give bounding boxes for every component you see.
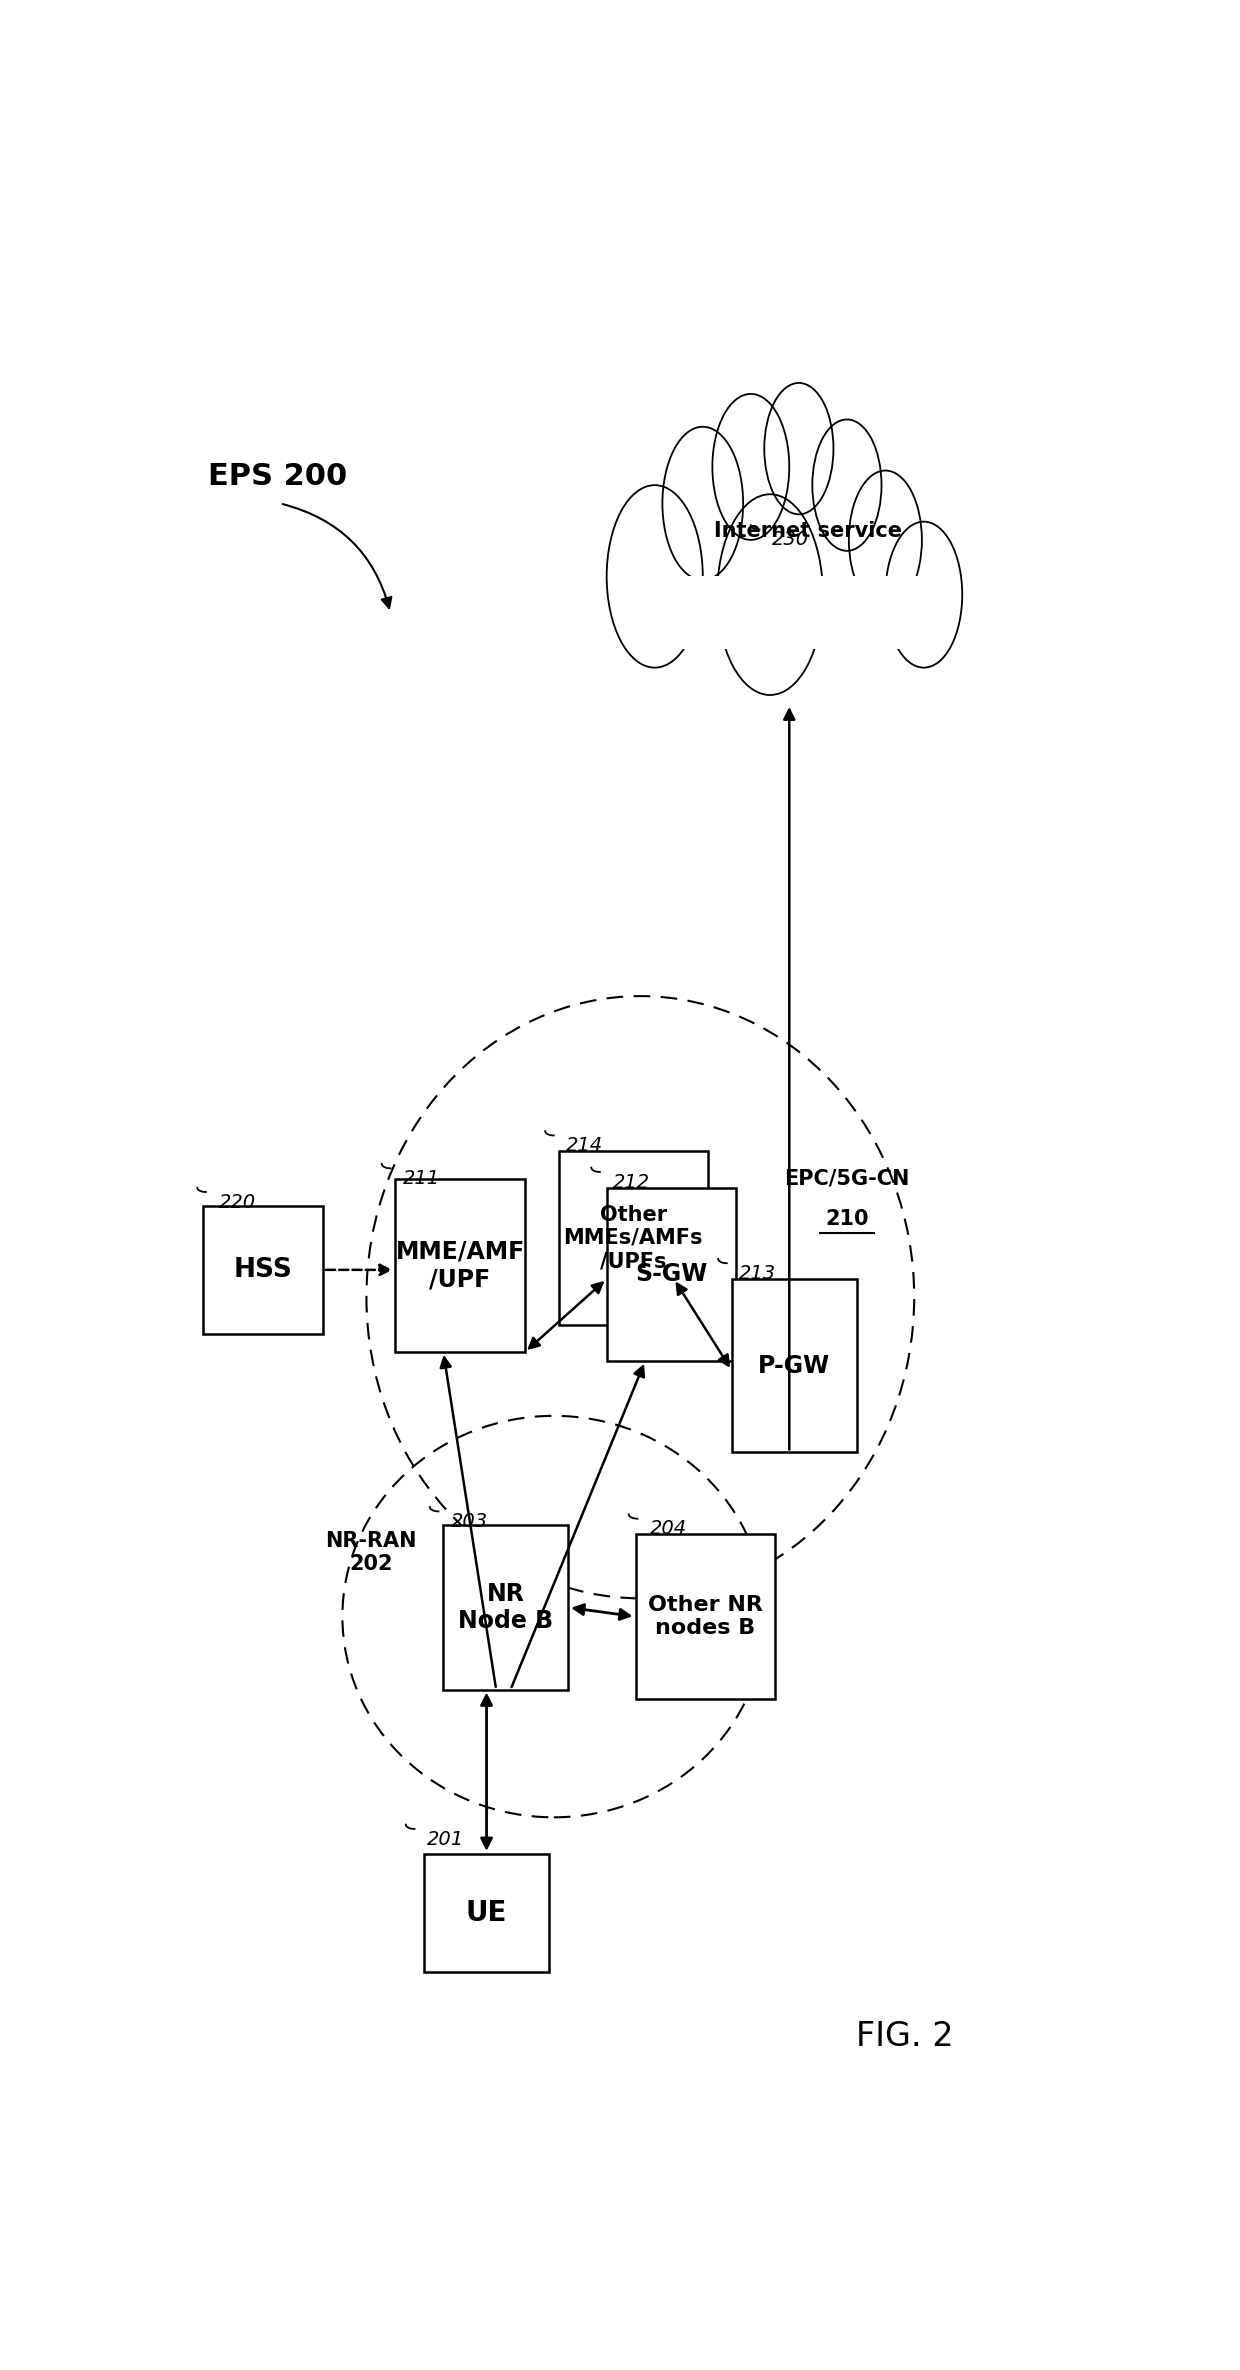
Text: Other
MMEs/AMFs
/UPFs: Other MMEs/AMFs /UPFs [563, 1204, 703, 1270]
Text: EPS 200: EPS 200 [208, 462, 347, 491]
Text: 210: 210 [825, 1209, 869, 1228]
Text: UE: UE [466, 1898, 507, 1927]
Circle shape [764, 384, 833, 514]
Text: FIG. 2: FIG. 2 [856, 2019, 954, 2052]
Text: 220: 220 [218, 1192, 255, 1211]
Text: 203: 203 [451, 1512, 489, 1531]
FancyBboxPatch shape [396, 1178, 525, 1351]
Text: NR
Node B: NR Node B [459, 1581, 553, 1633]
Text: NR-RAN
202: NR-RAN 202 [325, 1531, 417, 1574]
FancyBboxPatch shape [558, 1152, 708, 1325]
FancyBboxPatch shape [606, 1187, 737, 1360]
Text: 213: 213 [739, 1263, 776, 1282]
Circle shape [812, 419, 882, 550]
FancyBboxPatch shape [635, 1533, 775, 1699]
FancyBboxPatch shape [732, 1280, 857, 1453]
Text: 230: 230 [773, 531, 808, 550]
Text: Other NR
nodes B: Other NR nodes B [647, 1595, 763, 1638]
Text: Internet service: Internet service [714, 521, 903, 540]
Circle shape [717, 495, 823, 694]
Text: 204: 204 [650, 1519, 687, 1538]
Circle shape [662, 427, 743, 581]
FancyBboxPatch shape [645, 576, 934, 649]
Circle shape [885, 521, 962, 668]
Circle shape [849, 472, 921, 609]
Text: 211: 211 [403, 1168, 440, 1187]
Text: 212: 212 [613, 1173, 650, 1192]
Circle shape [606, 486, 703, 668]
Text: HSS: HSS [233, 1256, 293, 1282]
FancyBboxPatch shape [444, 1526, 568, 1690]
Text: S-GW: S-GW [635, 1263, 708, 1287]
Text: 201: 201 [427, 1830, 464, 1849]
Text: MME/AMF
/UPF: MME/AMF /UPF [396, 1240, 525, 1292]
Text: EPC/5G-CN: EPC/5G-CN [784, 1168, 910, 1190]
FancyBboxPatch shape [424, 1853, 549, 1972]
Text: P-GW: P-GW [758, 1353, 830, 1377]
Circle shape [713, 393, 790, 540]
Text: 214: 214 [567, 1135, 604, 1154]
FancyBboxPatch shape [203, 1206, 324, 1334]
